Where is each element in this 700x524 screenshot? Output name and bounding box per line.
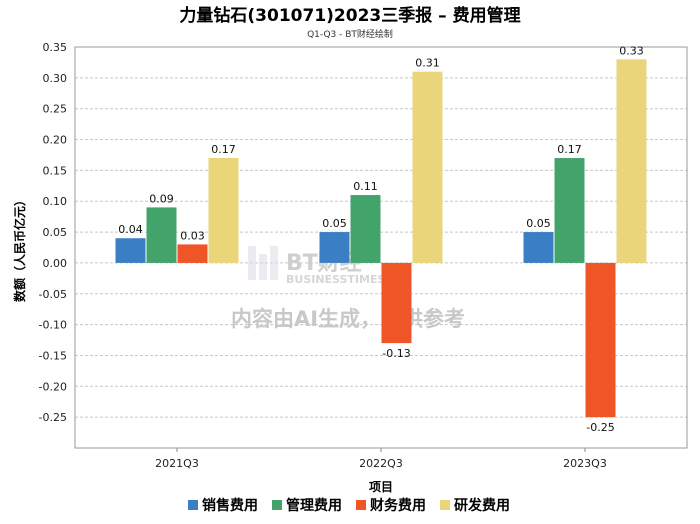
data-label: 0.05 <box>322 217 347 230</box>
watermark: BT财经 BUSINESSTIMES 内容由AI生成，仅供参考 <box>231 246 465 331</box>
y-tick-label: 0.00 <box>43 257 68 270</box>
legend-swatch <box>356 500 366 510</box>
bar-2022Q3-研发费用 <box>412 71 443 263</box>
y-tick-label: -0.20 <box>39 380 67 393</box>
bars <box>115 59 647 418</box>
y-tick-label: 0.15 <box>43 164 68 177</box>
bar-2023Q3-管理费用 <box>554 158 585 263</box>
legend-item-label: 管理费用 <box>286 497 342 514</box>
grid-layer <box>75 46 687 418</box>
data-label: 0.31 <box>415 57 440 70</box>
data-label: 0.03 <box>180 229 205 242</box>
data-label: -0.13 <box>382 347 410 360</box>
bar-2022Q3-销售费用 <box>319 232 350 263</box>
chart-subtitle: Q1-Q3 - BT财经绘制 <box>307 28 393 40</box>
y-tick-label: -0.05 <box>39 288 67 301</box>
data-label: 0.04 <box>118 223 143 236</box>
data-label: 0.33 <box>619 44 644 57</box>
y-tick-label: 0.05 <box>43 226 68 239</box>
data-label: 0.05 <box>526 217 551 230</box>
bar-2022Q3-财务费用 <box>381 262 412 344</box>
data-labels: 0.04 0.09 0.03 0.17 0.05 0.11 -0.13 0.31 0.05 0.1… <box>118 44 644 434</box>
bar-2022Q3-管理费用 <box>350 195 381 263</box>
bar-2021Q3-销售费用 <box>115 238 146 263</box>
data-label: 0.11 <box>353 180 378 193</box>
bar-2023Q3-研发费用 <box>616 59 647 263</box>
y-axis-label: 数额（人民币亿元） <box>12 194 27 302</box>
data-label: 0.17 <box>557 143 582 156</box>
y-tick-label: 0.25 <box>43 103 68 116</box>
bar-2023Q3-销售费用 <box>523 232 554 263</box>
y-tick-label: 0.20 <box>43 134 68 147</box>
bar-2021Q3-研发费用 <box>208 158 239 263</box>
watermark-brand-sub: BUSINESSTIMES <box>286 273 385 286</box>
legend-swatch <box>188 500 198 510</box>
y-tick-label: 0.35 <box>43 41 68 54</box>
data-label: -0.25 <box>586 421 614 434</box>
y-tick-label: -0.25 <box>39 411 67 424</box>
x-tick-labels: 2021Q3 2022Q3 2023Q3 <box>155 448 607 470</box>
legend-swatch <box>440 500 450 510</box>
y-tick-label: -0.10 <box>39 319 67 332</box>
x-tick-label: 2023Q3 <box>563 457 607 470</box>
watermark-notice: 内容由AI生成，仅供参考 <box>231 307 465 331</box>
y-tick-labels: 0.35 0.30 0.25 0.20 0.15 0.10 0.05 0.00 -0.05 -0.… <box>39 41 67 424</box>
watermark-logo-icon <box>248 246 278 280</box>
bar-2021Q3-财务费用 <box>177 244 208 263</box>
x-tick-label: 2021Q3 <box>155 457 199 470</box>
x-axis-label: 项目 <box>369 480 393 494</box>
chart-title: 力量钻石(301071)2023三季报 – 费用管理 <box>179 5 520 26</box>
y-tick-label: 0.30 <box>43 72 68 85</box>
legend-swatch <box>272 500 282 510</box>
y-tick-label: 0.10 <box>43 195 68 208</box>
legend-item-label: 销售费用 <box>202 497 258 514</box>
y-tick-label: -0.15 <box>39 349 67 362</box>
data-label: 0.17 <box>211 143 236 156</box>
x-tick-label: 2022Q3 <box>359 457 403 470</box>
data-label: 0.09 <box>149 192 174 205</box>
legend-item-label: 财务费用 <box>369 497 426 514</box>
bar-2023Q3-财务费用 <box>585 262 616 418</box>
legend: 销售费用 管理费用 财务费用 研发费用 <box>188 497 510 514</box>
legend-item-label: 研发费用 <box>454 497 510 514</box>
bar-2021Q3-管理费用 <box>146 207 177 263</box>
